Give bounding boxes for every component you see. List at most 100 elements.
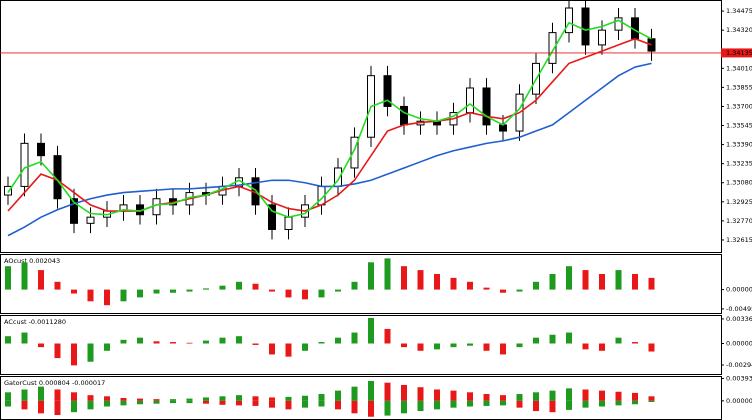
- histogram-bar: [38, 386, 44, 401]
- histogram-bar: [203, 400, 209, 404]
- candle-body: [70, 198, 78, 224]
- histogram-bar: [170, 342, 176, 344]
- histogram-bar: [120, 339, 127, 344]
- histogram-bar: [269, 400, 275, 408]
- histogram-bar: [615, 270, 622, 290]
- y-tick-label: 0.0000000: [726, 340, 752, 348]
- y-tick-label: 1.33390: [726, 141, 752, 149]
- histogram-bar: [269, 343, 275, 355]
- histogram-bar: [335, 289, 341, 292]
- ac-frame: [0, 315, 722, 375]
- histogram-bar: [21, 332, 28, 344]
- panel-title: ACcust -0.0011280: [4, 318, 66, 326]
- histogram-bar: [434, 389, 440, 401]
- histogram-bar: [54, 400, 61, 416]
- histogram-bar: [170, 399, 176, 401]
- ao-frame: [0, 254, 722, 314]
- histogram-bar: [203, 288, 209, 290]
- histogram-bar: [5, 266, 11, 290]
- histogram-bar: [120, 289, 127, 302]
- histogram-bar: [500, 400, 506, 406]
- histogram-bar: [582, 400, 589, 408]
- histogram-bar: [368, 380, 374, 401]
- candle-body: [466, 87, 474, 114]
- histogram-bar: [434, 343, 440, 350]
- candle-body: [647, 38, 656, 52]
- histogram-bar: [632, 273, 638, 290]
- histogram-bar: [401, 384, 407, 401]
- y-tick-label: -0.0029477: [726, 361, 752, 369]
- y-tick-label: 1.33080: [726, 179, 752, 187]
- histogram-bar: [236, 281, 242, 290]
- histogram-bar: [104, 396, 110, 401]
- histogram-bar: [120, 400, 127, 406]
- current-price-box: [721, 48, 752, 58]
- histogram-bar: [120, 398, 127, 401]
- histogram-bar: [351, 332, 358, 344]
- histogram-bar: [582, 389, 589, 401]
- histogram-bar: [368, 262, 374, 290]
- histogram-bar: [450, 277, 457, 290]
- moving-average: [7, 19, 652, 219]
- histogram-bar: [549, 273, 556, 290]
- histogram-bar: [269, 397, 275, 401]
- histogram-bar: [87, 400, 94, 410]
- histogram-bar: [384, 258, 391, 290]
- histogram-bar: [351, 281, 358, 290]
- histogram-bar: [582, 270, 589, 290]
- histogram-bar: [38, 343, 44, 348]
- histogram-bar: [203, 397, 209, 401]
- current-price-label: 1.34135: [726, 49, 752, 57]
- histogram-bar: [318, 400, 325, 407]
- candle-body: [284, 216, 293, 230]
- histogram-bar: [186, 400, 193, 404]
- histogram-bar: [632, 392, 638, 401]
- histogram-bar: [632, 400, 638, 405]
- histogram-bar: [516, 343, 523, 348]
- histogram-bar: [351, 386, 358, 401]
- y-tick-label: -0.004956: [726, 305, 752, 313]
- histogram-bar: [5, 336, 11, 344]
- histogram-bar: [417, 343, 424, 351]
- histogram-bar: [236, 400, 242, 406]
- histogram-bar: [500, 289, 506, 293]
- y-tick-label: 0.0033697: [726, 315, 752, 323]
- y-tick-label: 1.33545: [726, 122, 752, 130]
- histogram-bar: [335, 400, 341, 410]
- y-tick-label: 0.00393: [726, 375, 752, 383]
- histogram-bar: [104, 400, 110, 407]
- histogram-bar: [153, 399, 160, 401]
- histogram-bar: [38, 270, 44, 290]
- histogram-bar: [648, 343, 655, 352]
- histogram-bar: [599, 400, 605, 407]
- y-tick-label: 0.000000: [726, 397, 752, 405]
- histogram-bar: [104, 343, 110, 351]
- histogram-bar: [401, 343, 407, 348]
- histogram-bar: [384, 400, 391, 416]
- histogram-bar: [236, 395, 242, 401]
- histogram-bar: [368, 400, 374, 417]
- histogram-bar: [351, 400, 358, 414]
- histogram-bar: [236, 336, 242, 344]
- histogram-bar: [615, 337, 622, 344]
- histogram-bar: [368, 317, 374, 344]
- histogram-bar: [566, 388, 572, 401]
- histogram-bar: [549, 400, 556, 413]
- histogram-bar: [450, 343, 457, 348]
- candle-body: [614, 17, 623, 31]
- candle-body: [4, 185, 12, 196]
- histogram-bar: [516, 394, 523, 401]
- histogram-bar: [500, 395, 506, 401]
- histogram-bar: [137, 337, 143, 344]
- histogram-bar: [285, 400, 292, 410]
- histogram-bar: [566, 266, 572, 290]
- histogram-bar: [533, 281, 539, 290]
- histogram-bar: [648, 396, 655, 401]
- candle-body: [383, 75, 392, 107]
- histogram-bar: [516, 400, 523, 408]
- histogram-bar: [219, 337, 226, 344]
- candle-body: [565, 7, 573, 34]
- histogram-bar: [170, 289, 176, 293]
- histogram-bar: [203, 340, 209, 344]
- panel-title: GatorCust 0.000804 -0.000017: [4, 379, 105, 387]
